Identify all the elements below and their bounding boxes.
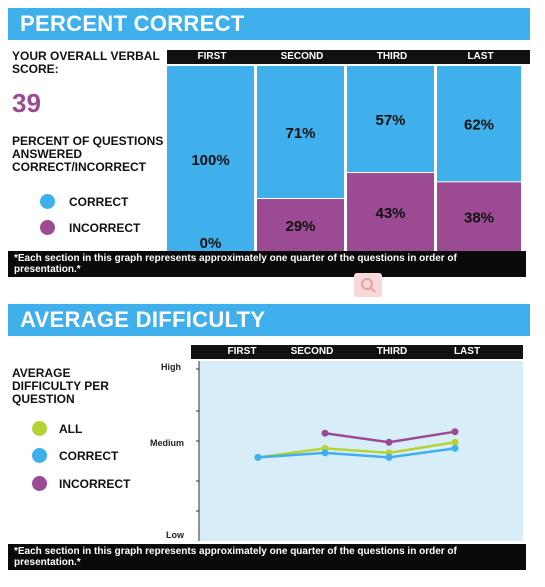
- point-incorrect-second: [321, 429, 329, 437]
- label-incorrect-second: 29%: [285, 218, 315, 235]
- percent-chart-header: FIRST SECOND THIRD LAST: [167, 50, 530, 64]
- bar-correct-first: [167, 66, 254, 252]
- percent-correct-chart: 100% 0% 71% 29% 57% 43% 62% 38%: [167, 66, 521, 252]
- label-correct-third: 57%: [375, 112, 405, 129]
- point-correct-third: [385, 453, 393, 461]
- difficulty-label: AVERAGE DIFFICULTY PER QUESTION: [12, 366, 109, 406]
- average-difficulty-chart: [196, 361, 523, 541]
- column-header-second: SECOND: [290, 346, 334, 357]
- point-correct-first: [254, 453, 262, 461]
- column-header-third: THIRD: [376, 51, 408, 62]
- score-label: YOUR OVERALL VERBAL SCORE:: [12, 49, 160, 76]
- difficulty-chart-header: FIRST SECOND THIRD LAST: [191, 345, 523, 359]
- point-correct-last: [451, 444, 459, 452]
- bar-correct-third: [347, 66, 434, 173]
- label-correct-second: 71%: [285, 125, 315, 142]
- column-header-third: THIRD: [376, 346, 408, 357]
- incorrect-legend-label: INCORRECT: [69, 221, 141, 235]
- point-all-last: [451, 438, 459, 446]
- label-incorrect-first: 0%: [200, 235, 222, 252]
- label-correct-last: 62%: [464, 117, 494, 134]
- correct2-legend-label: CORRECT: [59, 449, 119, 463]
- correct-legend-dot: [40, 194, 55, 209]
- point-incorrect-third: [385, 438, 393, 446]
- y-tick-high: High: [161, 362, 181, 372]
- line-all: [257, 441, 456, 459]
- y-tick-low: Low: [166, 530, 184, 540]
- average-difficulty-banner: AVERAGE DIFFICULTY: [8, 304, 530, 336]
- percent-correct-banner: PERCENT CORRECT: [8, 8, 530, 40]
- column-header-last: LAST: [467, 51, 494, 62]
- score-value: 39: [12, 88, 41, 118]
- all-legend-label: ALL: [59, 422, 83, 436]
- column-header-second: SECOND: [280, 51, 324, 62]
- label-correct-first: 100%: [191, 152, 229, 169]
- label-incorrect-last: 38%: [464, 210, 494, 227]
- column-header-first: FIRST: [227, 346, 257, 357]
- incorrect2-legend-dot: [32, 476, 47, 491]
- incorrect2-legend-label: INCORRECT: [59, 477, 131, 491]
- bar-incorrect-second: [257, 199, 344, 252]
- point-correct-second: [321, 449, 329, 457]
- correct-legend-label: CORRECT: [69, 195, 129, 209]
- label-incorrect-third: 43%: [375, 205, 405, 222]
- line-correct: [257, 447, 456, 459]
- incorrect-legend-dot: [40, 220, 55, 235]
- difficulty-footnote: *Each section in this graph represents a…: [8, 544, 526, 570]
- bar-correct-second: [257, 66, 344, 199]
- bar-incorrect-last: [437, 182, 521, 252]
- average-difficulty-title: AVERAGE DIFFICULTY: [20, 307, 266, 332]
- all-legend-dot: [32, 421, 47, 436]
- bar-correct-last: [437, 66, 521, 182]
- y-tick-medium: Medium: [150, 438, 185, 448]
- point-incorrect-last: [451, 428, 459, 436]
- correct2-legend-dot: [32, 448, 47, 463]
- percent-footnote: *Each section in this graph represents a…: [8, 251, 526, 277]
- column-header-first: FIRST: [197, 51, 227, 62]
- percent-correct-title: PERCENT CORRECT: [20, 11, 245, 36]
- bar-incorrect-third: [347, 173, 434, 252]
- percent-label: PERCENT OF QUESTIONS ANSWERED CORRECT/IN…: [12, 134, 164, 174]
- watermark-search-icon: [354, 273, 382, 297]
- column-header-last: LAST: [453, 346, 481, 357]
